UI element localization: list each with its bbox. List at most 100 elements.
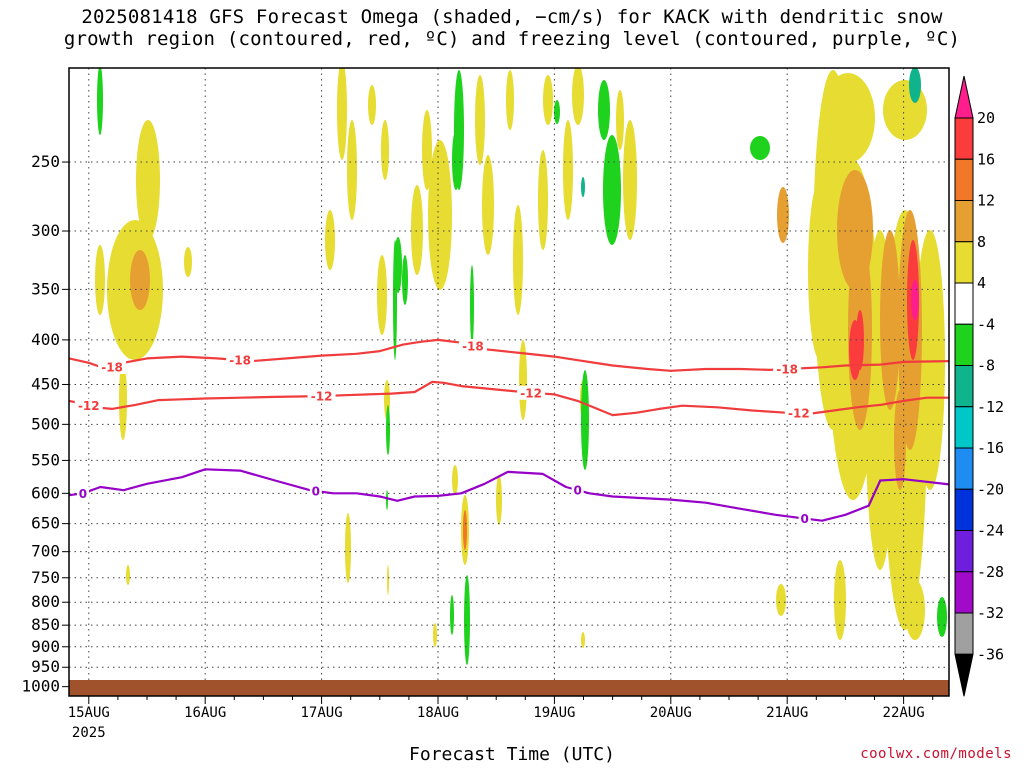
- plot-frame: [68, 67, 950, 697]
- omega-shade-region: [136, 120, 160, 240]
- omega-shade-region: [538, 150, 548, 250]
- omega-shade-region: [184, 247, 192, 277]
- y-tick-label: 450: [31, 374, 60, 393]
- omega-shade-region: [463, 510, 467, 550]
- omega-shade-region: [386, 405, 390, 455]
- contour-label-bg: [798, 511, 811, 526]
- contour-label-bg: [76, 486, 89, 501]
- colorbar-segment: [954, 282, 974, 325]
- contour-labels: -18 -18 -18 -18 -12 -12 -12 -12 0 0 0 0: [74, 338, 813, 526]
- x-tick-label: 16AUG: [184, 705, 226, 721]
- colorbar-segment: [954, 488, 974, 531]
- contour-label: -18: [776, 363, 798, 377]
- omega-shade-region: [777, 187, 789, 243]
- colorbar-label: -4: [977, 315, 995, 333]
- omega-shade-region: [433, 623, 437, 647]
- omega-shade-region: [130, 250, 150, 310]
- colorbar-label: 20: [977, 109, 995, 127]
- y-tick-label: 700: [31, 542, 60, 561]
- omega-shade-region: [623, 120, 637, 240]
- omega-shade-region: [909, 68, 921, 103]
- colorbar-segment: [954, 571, 974, 614]
- colorbar-label: -12: [977, 398, 1004, 416]
- y-tick-label: 900: [31, 637, 60, 656]
- omega-shade-region: [411, 185, 423, 275]
- omega-shade-region: [126, 565, 130, 585]
- omega-shade-region: [347, 120, 357, 220]
- credit-link[interactable]: coolwx.com/models: [860, 746, 1012, 762]
- omega-shade-region: [519, 340, 527, 420]
- omega-shade-region: [422, 110, 432, 190]
- colorbar-segment: [954, 200, 974, 243]
- omega-shade-region: [381, 120, 389, 180]
- contour-label-bg: [773, 362, 802, 377]
- omega-shade-region: [452, 465, 458, 495]
- contour-label-bg: [571, 483, 584, 498]
- omega-shade-region: [325, 210, 335, 270]
- omega-shade-region: [496, 475, 502, 525]
- contour-label: -12: [78, 399, 100, 413]
- omega-shade-region: [475, 75, 485, 165]
- colorbar-label: -32: [977, 604, 1004, 622]
- contour-label: 0: [800, 512, 808, 526]
- colorbar-label: 4: [977, 274, 986, 292]
- omega-shade-region: [937, 597, 947, 637]
- y-tick-label: 800: [31, 592, 60, 611]
- x-tick-label: 17AUG: [301, 705, 343, 721]
- y-tick-label: 300: [31, 221, 60, 240]
- x-tick-label: 18AUG: [417, 705, 459, 721]
- y-tick-label: 550: [31, 450, 60, 469]
- contour-label-bg: [98, 359, 127, 374]
- omega-shade-region: [880, 230, 900, 410]
- omega-shade-region: [402, 255, 408, 305]
- colorbar-segment: [954, 323, 974, 366]
- contour-label-bg: [307, 389, 336, 404]
- contour-label: -18: [229, 354, 251, 368]
- omega-shade-region: [464, 575, 470, 665]
- contour-label: 0: [79, 487, 87, 501]
- omega-shade-region: [337, 68, 347, 160]
- y-tick-label: 350: [31, 279, 60, 298]
- omega-shade-region: [450, 595, 454, 635]
- contour-label-bg: [458, 338, 487, 353]
- contour-label: 0: [312, 484, 320, 498]
- x-axis: 15AUG 16AUG 17AUG 18AUG 19AUG 20AUG 21AUG 22AUG…: [68, 696, 934, 741]
- x-tick-label: 19AUG: [533, 705, 575, 721]
- y-tick-label: 650: [31, 514, 60, 533]
- contour-label: -18: [101, 360, 123, 374]
- x-year-label: 2025: [72, 725, 106, 741]
- chart-title: 2025081418 GFS Forecast Omega (shaded, −…: [0, 6, 1024, 50]
- contour-label: -12: [311, 390, 333, 404]
- omega-shade-region: [776, 584, 786, 616]
- x-axis-title: Forecast Time (UTC): [409, 744, 615, 765]
- contour-label-bg: [74, 398, 103, 413]
- omega-shade-region: [386, 490, 388, 510]
- omega-shade-region: [119, 360, 127, 440]
- omega-shade-region: [428, 140, 452, 290]
- y-tick-label: 1000: [21, 677, 60, 696]
- colorbar-label: -24: [977, 522, 1004, 540]
- omega-shade-region: [581, 370, 589, 470]
- omega-shade-region: [572, 68, 584, 125]
- contour-line: [69, 380, 949, 417]
- contour-label: -12: [788, 407, 810, 421]
- y-tick-label: 400: [31, 330, 60, 349]
- omega-shade-region: [915, 230, 945, 490]
- omega-shade-region: [543, 75, 553, 125]
- contour-label: 0: [573, 484, 581, 498]
- colorbar-label: -16: [977, 439, 1004, 457]
- contour-label-bg: [517, 385, 546, 400]
- contour-label-bg: [784, 406, 813, 421]
- y-tick-label: 250: [31, 152, 60, 171]
- colorbar-segment: [954, 365, 974, 408]
- omega-shade-region: [808, 180, 832, 360]
- colorbar-bottom-arrow: [954, 653, 974, 697]
- omega-shade-region: [387, 565, 389, 595]
- omega-shade-region: [97, 68, 103, 135]
- omega-shade-region: [368, 85, 376, 125]
- colorbar-segment: [954, 612, 974, 655]
- colorbar-label: 16: [977, 150, 995, 168]
- contour-label: -12: [520, 386, 542, 400]
- colorbar-segment: [954, 447, 974, 490]
- omega-shade-region: [616, 90, 624, 150]
